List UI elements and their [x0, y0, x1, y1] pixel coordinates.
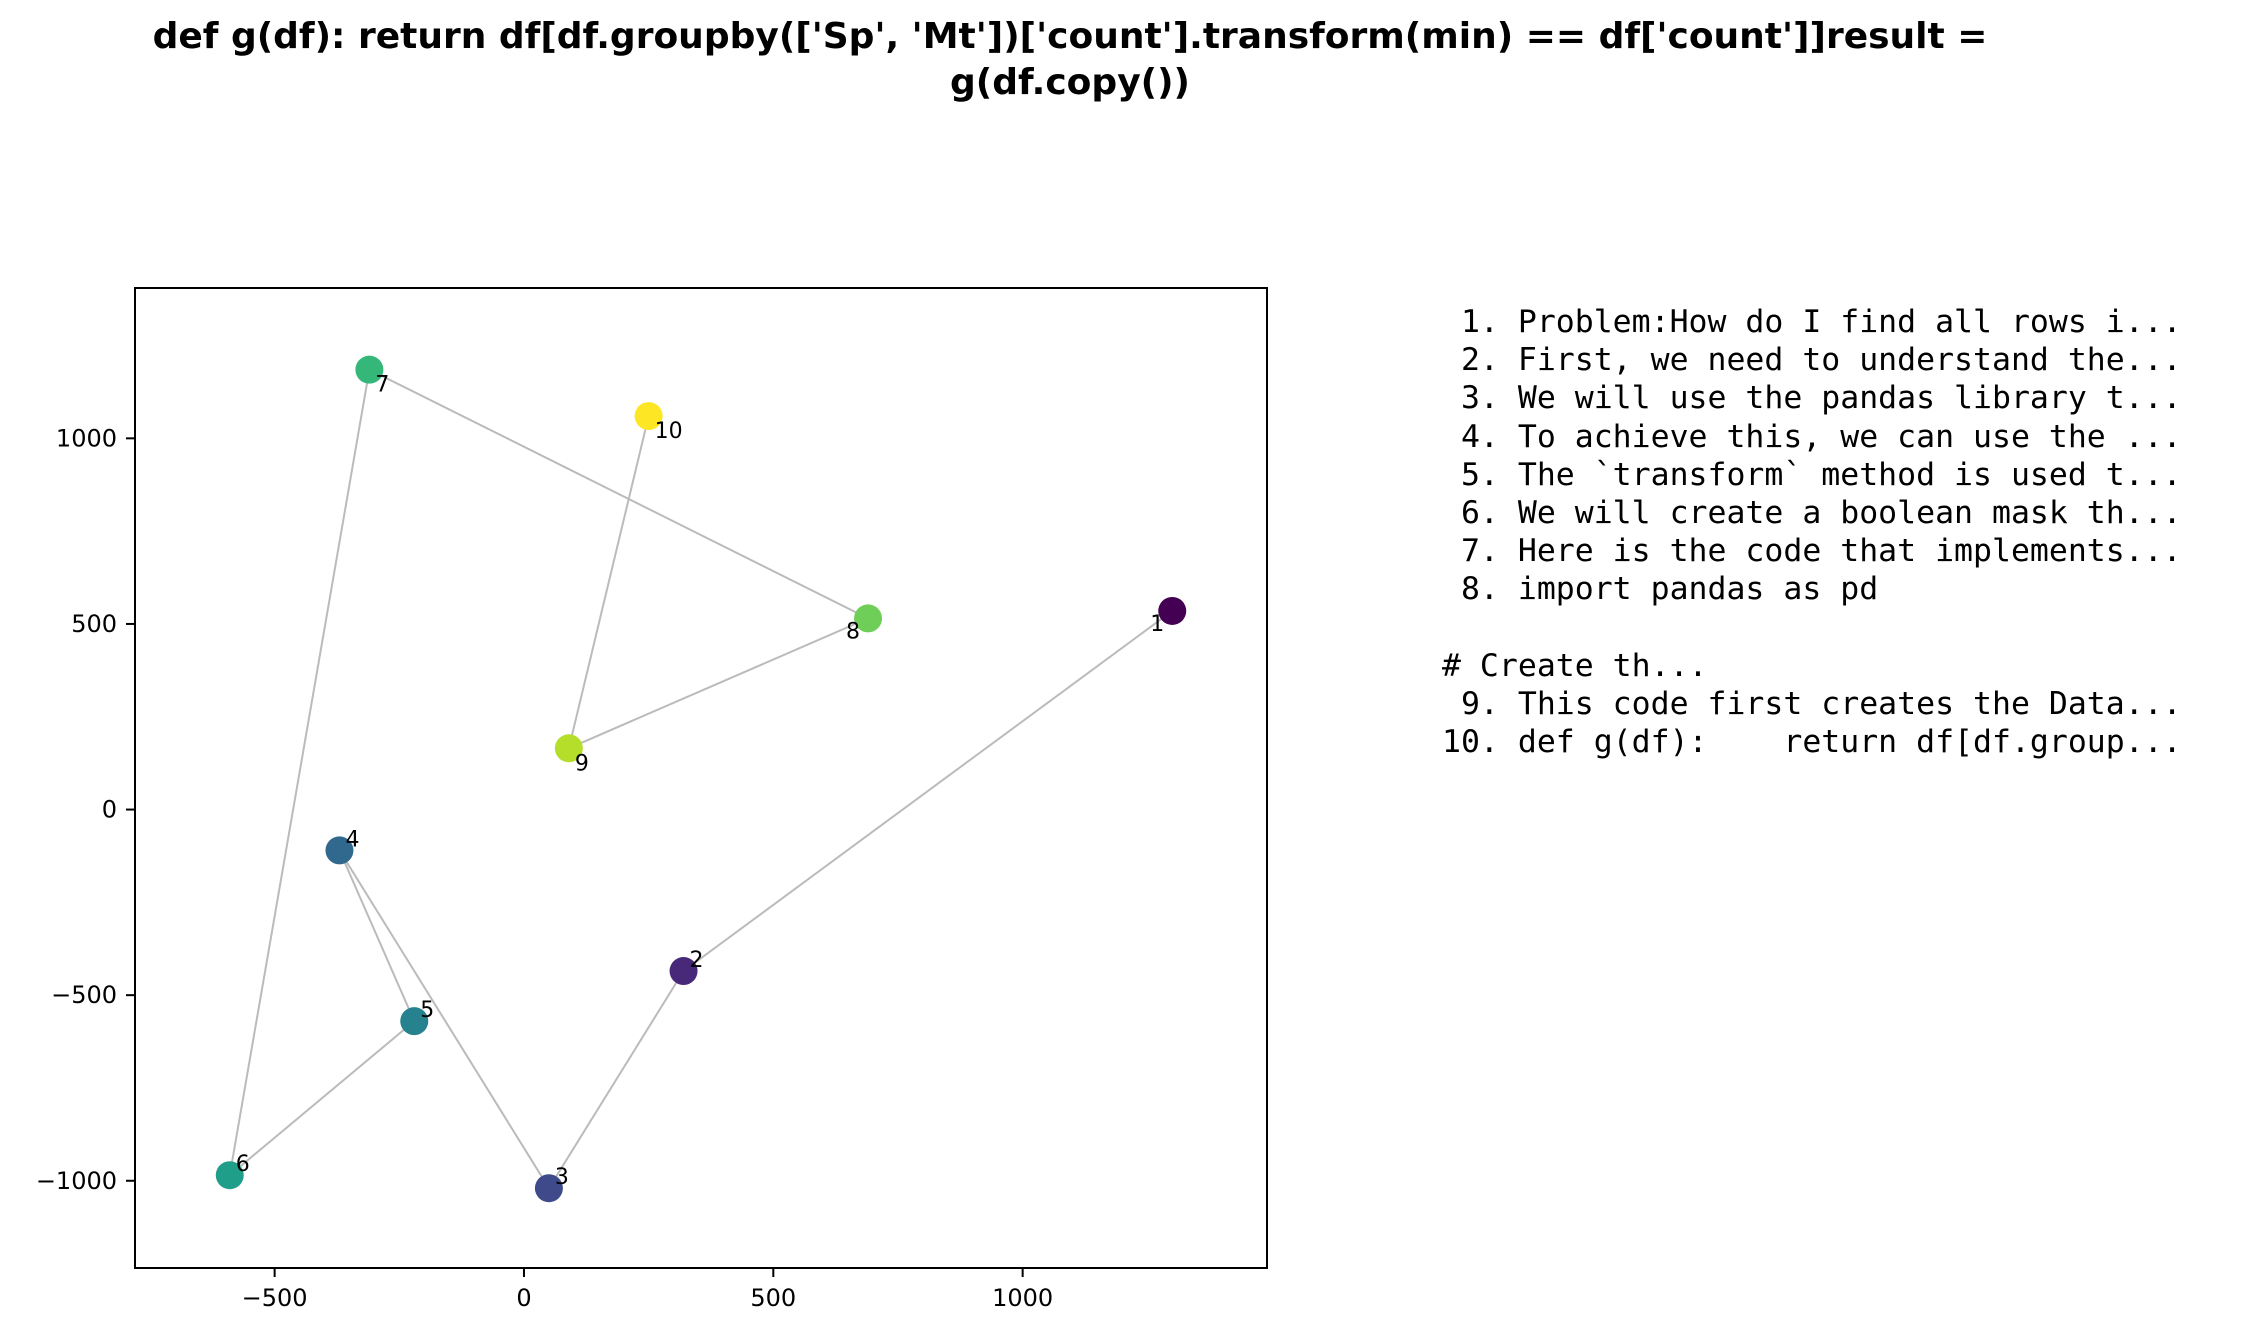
point-label: 1 — [1150, 612, 1164, 637]
x-tick-label: 0 — [516, 1284, 531, 1312]
data-point — [400, 1007, 429, 1036]
x-tick-label: 1000 — [992, 1284, 1053, 1312]
connector-lines — [228, 368, 1173, 1189]
connector-line — [229, 1020, 415, 1176]
data-point — [1158, 596, 1187, 625]
data-point — [534, 1174, 563, 1203]
y-tick-label: −1000 — [36, 1167, 117, 1195]
step-legend: 1. Problem:How do I find all rows i... 2… — [1442, 304, 2182, 761]
y-axis: −1000 −500 0 500 1000 — [36, 424, 135, 1195]
point-label: 5 — [420, 998, 434, 1023]
connector-line — [368, 368, 869, 620]
connector-line — [548, 970, 685, 1189]
data-point — [325, 836, 354, 865]
chart-title-line-1: def g(df): return df[df.groupby(['Sp', '… — [152, 16, 1988, 57]
connector-line — [568, 617, 869, 750]
chart-title-line-2: g(df.copy()) — [949, 62, 1191, 103]
data-point — [215, 1161, 244, 1190]
y-tick-label: 500 — [71, 610, 117, 638]
connector-line — [338, 849, 416, 1022]
chart-title: def g(df): return df[df.groupby(['Sp', '… — [0, 14, 2140, 106]
data-points — [215, 355, 1187, 1203]
plot-frame — [134, 287, 1268, 1269]
point-label: 4 — [345, 827, 359, 852]
connector-line — [228, 369, 371, 1176]
data-point — [669, 957, 698, 986]
x-tick-label: −500 — [242, 1284, 308, 1312]
point-label: 2 — [690, 948, 704, 973]
y-tick-label: −500 — [51, 981, 117, 1009]
point-label: 9 — [575, 751, 589, 776]
data-point — [634, 402, 663, 431]
connector-line — [338, 849, 550, 1189]
data-point — [355, 355, 384, 384]
connector-line — [567, 415, 650, 749]
y-tick-label: 0 — [102, 796, 117, 824]
y-tick-label: 1000 — [56, 424, 117, 452]
x-axis: −500 0 500 1000 — [242, 1268, 1053, 1312]
connector-line — [682, 610, 1173, 972]
point-label: 8 — [846, 619, 860, 644]
data-point — [854, 604, 883, 633]
point-labels: 1 2 3 4 5 6 7 8 9 10 — [236, 373, 1165, 1191]
point-label: 7 — [375, 373, 389, 398]
x-tick-label: 500 — [750, 1284, 796, 1312]
data-point — [554, 734, 583, 763]
point-label: 3 — [555, 1165, 569, 1190]
point-label: 6 — [236, 1152, 250, 1177]
point-label: 10 — [655, 419, 683, 444]
